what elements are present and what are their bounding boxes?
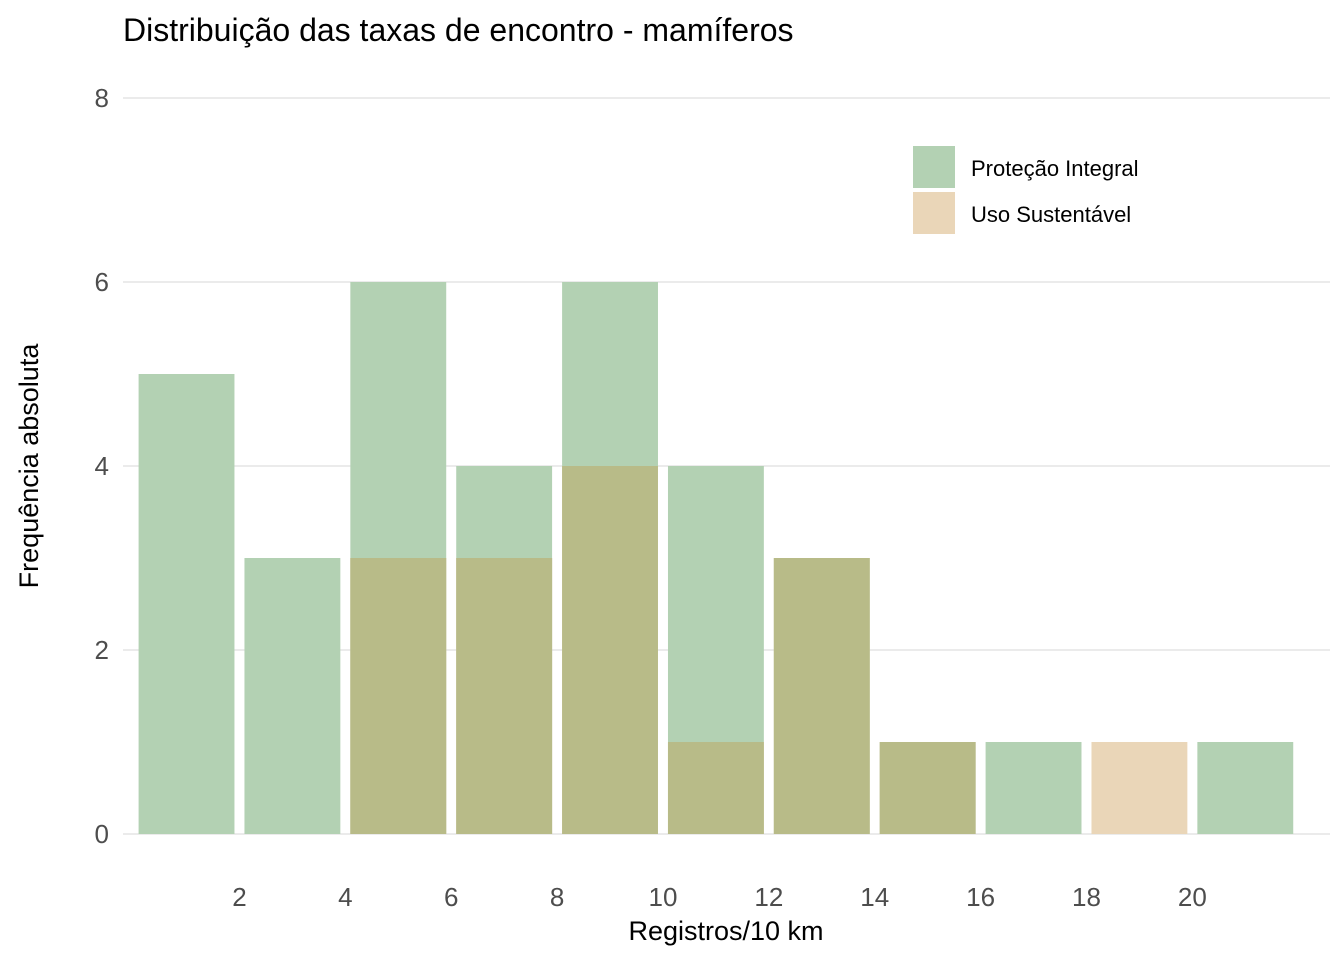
x-tick-label-10: 10 xyxy=(649,882,678,912)
bar-overlap-14 xyxy=(879,742,976,834)
y-tick-label-8: 8 xyxy=(95,83,109,113)
y-tick-label-4: 4 xyxy=(95,451,109,481)
legend-swatch-uso-sustentavel xyxy=(913,192,955,234)
legend-label-protecao-integral: Proteção Integral xyxy=(971,156,1139,181)
x-tick-label-18: 18 xyxy=(1072,882,1101,912)
bar-uso-sustentavel-18 xyxy=(1091,742,1188,834)
x-tick-label-8: 8 xyxy=(550,882,564,912)
bar-overlap-12 xyxy=(773,558,870,834)
y-axis-label: Frequência absoluta xyxy=(14,343,44,589)
x-tick-label-2: 2 xyxy=(232,882,246,912)
bar-overlap-10 xyxy=(667,742,764,834)
x-tick-label-12: 12 xyxy=(754,882,783,912)
x-tick-label-20: 20 xyxy=(1178,882,1207,912)
bar-overlap-8 xyxy=(562,466,658,834)
x-tick-label-14: 14 xyxy=(860,882,889,912)
legend-label-uso-sustentavel: Uso Sustentável xyxy=(971,202,1131,227)
chart-title: Distribuição das taxas de encontro - mam… xyxy=(123,12,794,48)
bar-overlap-4 xyxy=(350,558,447,834)
y-tick-label-2: 2 xyxy=(95,635,109,665)
y-tick-label-0: 0 xyxy=(95,819,109,849)
x-tick-label-16: 16 xyxy=(966,882,995,912)
bar-protecao-integral-16 xyxy=(985,742,1082,834)
x-tick-label-4: 4 xyxy=(338,882,352,912)
bar-protecao-integral-2 xyxy=(244,558,341,834)
x-tick-label-6: 6 xyxy=(444,882,458,912)
axis-ticks: 0 2 4 6 8 2 4 6 8 10 12 14 16 18 20 xyxy=(95,83,1207,912)
legend: Proteção Integral Uso Sustentável xyxy=(913,146,1139,234)
y-tick-label-6: 6 xyxy=(95,267,109,297)
bar-protecao-integral-0 xyxy=(138,374,235,834)
legend-swatch-protecao-integral xyxy=(913,146,955,188)
bars xyxy=(138,282,1294,834)
x-axis-label: Registros/10 km xyxy=(628,916,823,946)
bar-protecao-integral-20 xyxy=(1197,742,1294,834)
bar-overlap-6 xyxy=(456,558,553,834)
